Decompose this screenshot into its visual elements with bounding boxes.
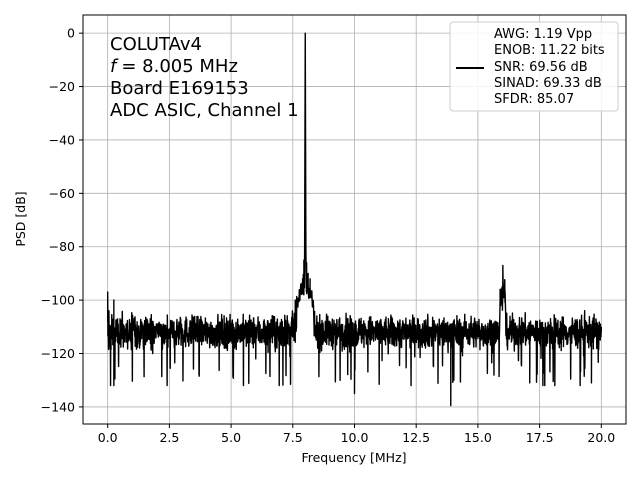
- y-tick-label: −100: [41, 293, 75, 308]
- x-axis-ticks: 0.0 2.5 5.0 7.5 10.0 12.5 15.0 17.5 20.0: [98, 424, 615, 445]
- x-tick-label: 2.5: [159, 430, 179, 445]
- x-tick-label: 17.5: [526, 430, 554, 445]
- x-axis-label: Frequency [MHz]: [301, 450, 406, 465]
- x-tick-label: 7.5: [283, 430, 303, 445]
- y-axis-ticks: 0 −20 −40 −60 −80 −100 −120 −140: [41, 26, 83, 414]
- series-layer: [106, 32, 603, 407]
- annotation-f-italic: f: [110, 56, 119, 77]
- grid-lines: [83, 15, 626, 424]
- x-tick-label: 5.0: [221, 430, 241, 445]
- y-tick-label: −140: [41, 399, 75, 414]
- y-tick-label: −40: [49, 132, 75, 147]
- x-tick-label: 0.0: [98, 430, 118, 445]
- x-tick-label: 10.0: [341, 430, 369, 445]
- legend-box: [449, 21, 619, 112]
- y-axis-label: PSD [dB]: [13, 191, 28, 246]
- legend-line-sinad: SINAD: 69.33 dB: [494, 76, 602, 91]
- y-tick-label: −80: [49, 239, 75, 254]
- legend-line-awg: AWG: 1.19 Vpp: [494, 27, 592, 42]
- legend-line-enob: ENOB: 11.22 bits: [494, 43, 605, 58]
- annotation-block: COLUTAv4 f = 8.005 MHz Board E169153 ADC …: [110, 34, 299, 121]
- psd-series-line: [106, 32, 603, 407]
- y-tick-label: −60: [49, 186, 75, 201]
- legend-line-sfdr: SFDR: 85.07: [494, 92, 574, 107]
- annotation-line-3: Board E169153: [110, 78, 249, 99]
- x-tick-label: 15.0: [464, 430, 492, 445]
- legend: AWG: 1.19 Vpp ENOB: 11.22 bits SNR: 69.5…: [449, 21, 619, 112]
- legend-line-snr: SNR: 69.56 dB: [494, 60, 588, 75]
- x-tick-label: 20.0: [587, 430, 615, 445]
- y-tick-label: 0: [67, 26, 75, 41]
- annotation-frequency: = 8.005 MHz: [121, 56, 238, 77]
- annotation-line-2: f = 8.005 MHz: [110, 56, 238, 77]
- annotation-line-1: COLUTAv4: [110, 34, 202, 55]
- y-tick-label: −120: [41, 346, 75, 361]
- x-tick-label: 12.5: [402, 430, 430, 445]
- annotation-line-4: ADC ASIC, Channel 1: [110, 100, 299, 121]
- y-tick-label: −20: [49, 79, 75, 94]
